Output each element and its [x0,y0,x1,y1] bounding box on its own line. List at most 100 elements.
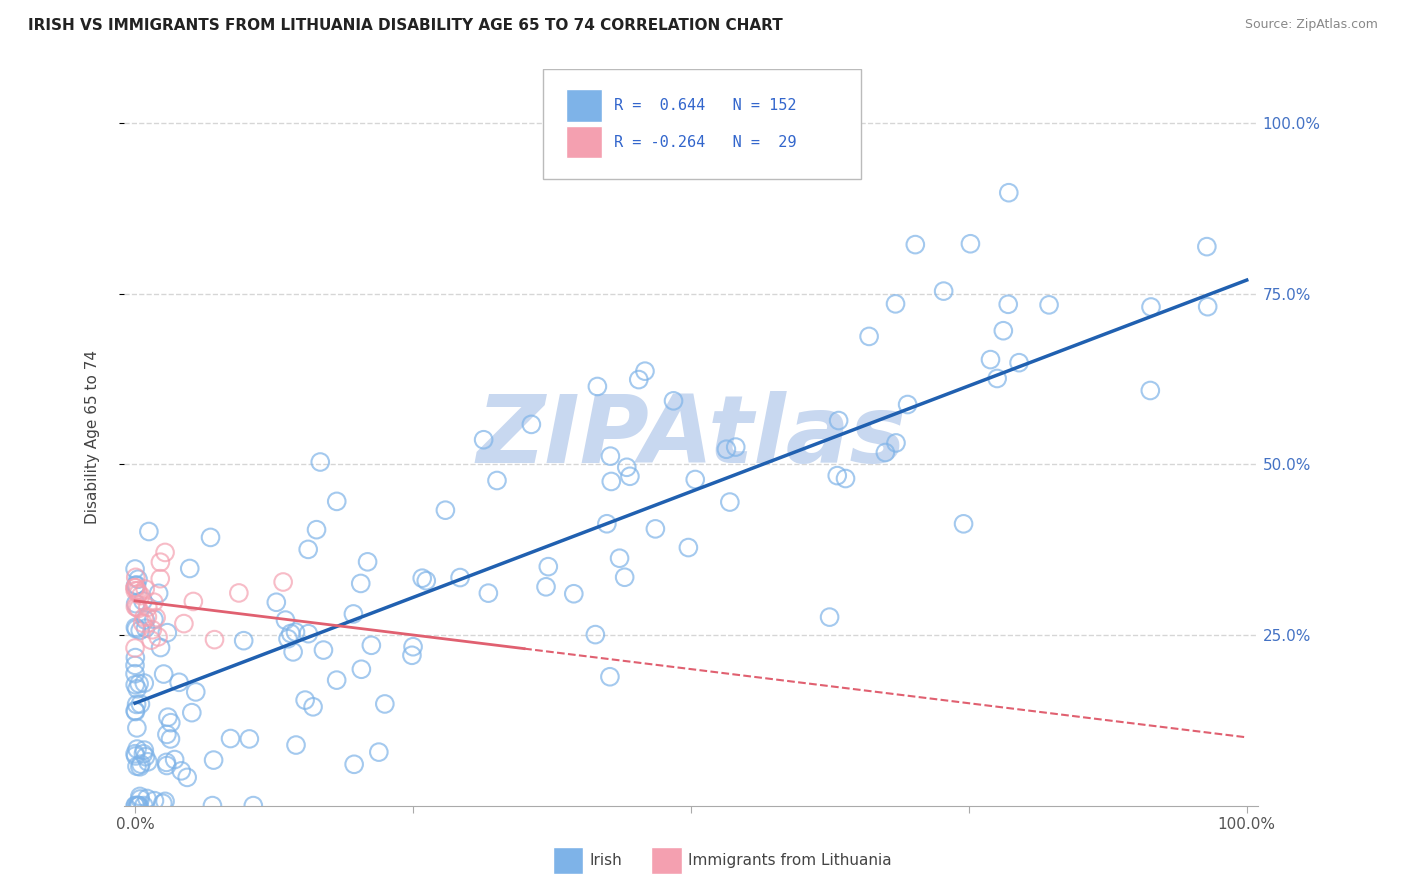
Point [616,460,638,475]
Point [141,623,163,637]
Point [125,570,148,584]
Point [411,571,433,585]
Point [200,530,222,544]
FancyBboxPatch shape [567,89,602,121]
Point [1195,239,1218,253]
Point [477,586,499,600]
Point [125,578,148,592]
Point [129,697,152,711]
Point [1140,300,1163,314]
Point [415,574,437,588]
Point [156,758,179,772]
Point [986,371,1008,385]
Point [884,436,907,450]
Point [356,555,378,569]
Point [297,626,319,640]
Point [242,798,264,813]
Text: R =  0.644   N = 152: R = 0.644 N = 152 [614,98,796,113]
Point [827,413,849,427]
Point [124,578,146,592]
Point [634,364,657,378]
Point [159,731,181,746]
Point [281,645,304,659]
Point [152,797,174,811]
Point [875,445,897,459]
Point [274,613,297,627]
Point [285,738,308,752]
Point [534,580,557,594]
Point [202,753,225,767]
Point [149,640,172,655]
Y-axis label: Disability Age 65 to 74: Disability Age 65 to 74 [86,350,100,524]
Point [374,697,396,711]
Point [1008,356,1031,370]
Point [127,798,149,813]
Point [124,798,146,813]
Point [884,297,907,311]
Point [309,455,332,469]
Point [149,572,172,586]
Point [277,632,299,646]
Point [343,757,366,772]
Point [124,562,146,576]
Point [155,756,177,770]
Point [129,792,152,806]
Point [128,677,150,691]
Point [219,731,242,746]
Point [129,757,152,772]
Point [156,710,179,724]
Point [124,581,146,595]
Point [127,587,149,601]
Point [993,324,1015,338]
Point [179,561,201,575]
Point [145,610,167,624]
Point [724,440,747,454]
Point [284,625,307,640]
Point [644,522,666,536]
Text: Immigrants from Lithuania: Immigrants from Lithuania [688,853,891,868]
Point [613,570,636,584]
Point [232,633,254,648]
Point [183,594,205,608]
Point [201,798,224,813]
Point [401,648,423,663]
Point [124,581,146,595]
Point [294,693,316,707]
Point [596,516,619,531]
Point [858,329,880,343]
Point [138,524,160,539]
Point [139,633,162,648]
Point [280,626,302,640]
Point [325,673,347,687]
Point [129,589,152,603]
Point [124,650,146,665]
Point [485,474,508,488]
Point [134,613,156,627]
Point [599,449,621,463]
Text: R = -0.264   N =  29: R = -0.264 N = 29 [614,135,796,150]
Point [124,640,146,655]
Point [127,681,149,696]
Point [173,616,195,631]
Text: Source: ZipAtlas.com: Source: ZipAtlas.com [1244,18,1378,31]
Point [599,670,621,684]
Point [238,731,260,746]
Point [136,600,159,615]
Point [132,798,155,813]
Point [184,685,207,699]
Point [153,794,176,808]
Point [167,675,190,690]
Point [136,791,159,805]
Point [124,748,146,763]
Point [312,643,335,657]
Point [266,595,288,609]
Point [124,620,146,634]
Point [472,433,495,447]
Point [136,610,159,624]
Point [904,237,927,252]
Point [127,601,149,615]
Point [127,572,149,586]
Point [662,393,685,408]
Point [124,583,146,598]
Point [716,442,738,457]
